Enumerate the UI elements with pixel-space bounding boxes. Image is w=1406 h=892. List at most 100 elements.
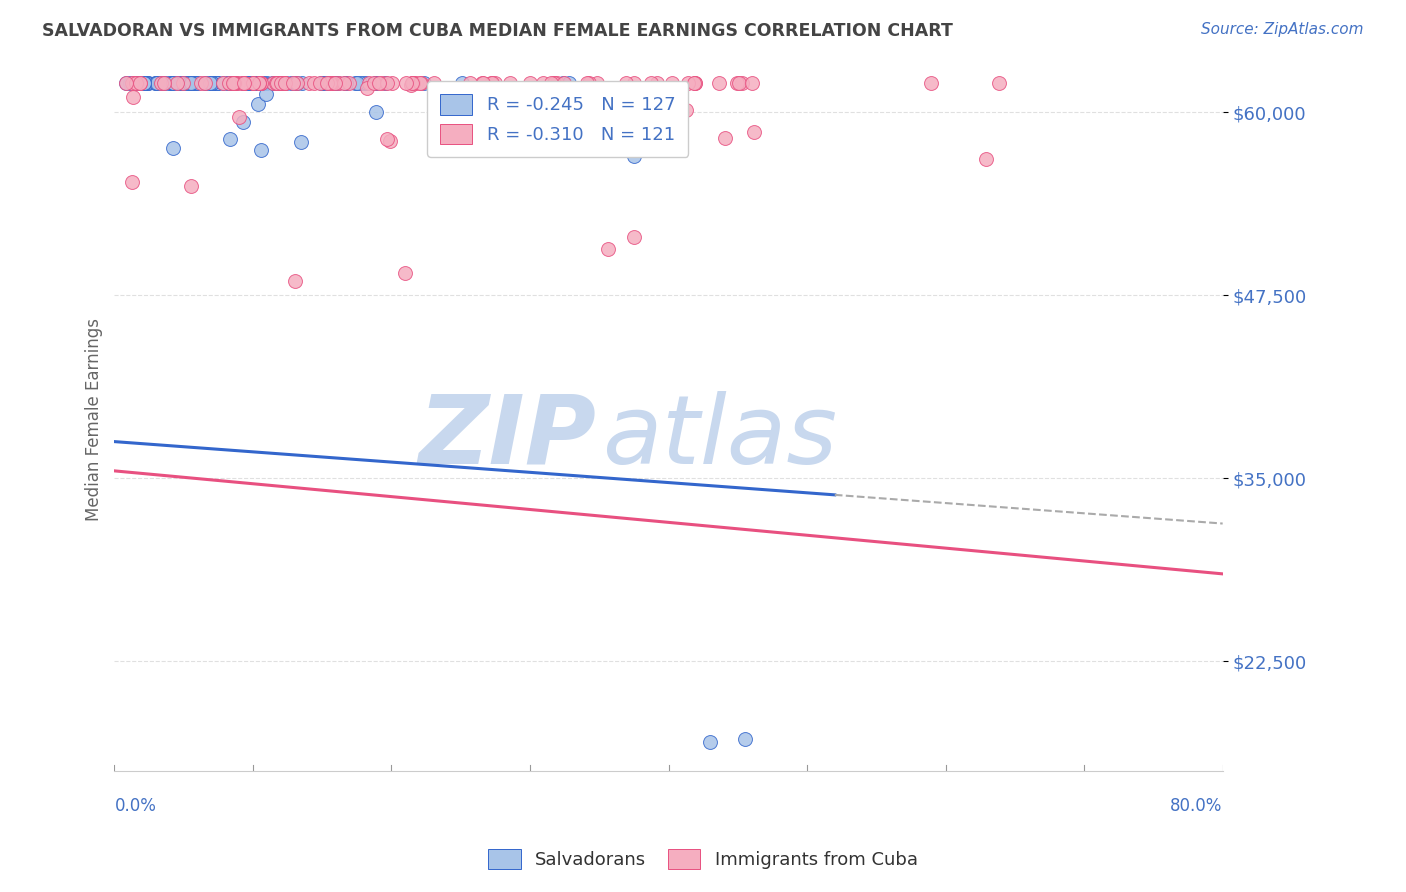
Point xyxy=(402,76,425,90)
Point xyxy=(160,76,183,90)
Point xyxy=(328,76,350,90)
Legend: Salvadorans, Immigrants from Cuba: Salvadorans, Immigrants from Cuba xyxy=(479,839,927,879)
Point xyxy=(364,76,387,90)
Point xyxy=(236,76,259,90)
Point xyxy=(576,76,599,90)
Point xyxy=(645,76,668,90)
Point xyxy=(434,105,457,120)
Point xyxy=(683,76,706,90)
Point xyxy=(132,76,155,90)
Point xyxy=(245,76,267,90)
Point xyxy=(499,76,522,90)
Point xyxy=(157,76,180,90)
Point xyxy=(322,76,344,90)
Point xyxy=(180,178,202,193)
Point xyxy=(222,76,245,90)
Point xyxy=(211,76,233,90)
Point xyxy=(742,125,765,139)
Point xyxy=(315,76,337,90)
Point xyxy=(186,76,208,90)
Y-axis label: Median Female Earnings: Median Female Earnings xyxy=(86,318,103,521)
Point xyxy=(319,76,342,90)
Point xyxy=(135,76,157,90)
Point xyxy=(169,76,191,90)
Point xyxy=(146,76,169,90)
Point xyxy=(176,76,198,90)
Point xyxy=(650,103,672,117)
Point xyxy=(540,76,562,90)
Point xyxy=(309,76,332,90)
Point xyxy=(162,76,184,90)
Point xyxy=(682,76,704,90)
Point xyxy=(207,76,229,90)
Point xyxy=(127,76,149,90)
Point xyxy=(236,76,259,90)
Point xyxy=(337,76,360,90)
Point xyxy=(262,76,284,90)
Point xyxy=(676,76,699,90)
Point xyxy=(316,76,339,90)
Text: atlas: atlas xyxy=(602,391,837,483)
Point xyxy=(125,76,148,90)
Point xyxy=(323,76,346,90)
Point xyxy=(232,76,254,90)
Point xyxy=(264,76,287,90)
Point xyxy=(623,149,645,163)
Legend: R = -0.245   N = 127, R = -0.310   N = 121: R = -0.245 N = 127, R = -0.310 N = 121 xyxy=(427,81,688,157)
Point xyxy=(124,76,146,90)
Point xyxy=(163,76,186,90)
Point xyxy=(249,76,271,90)
Point xyxy=(614,76,637,90)
Point xyxy=(371,76,394,90)
Point xyxy=(236,76,259,90)
Point xyxy=(395,76,418,90)
Point xyxy=(249,76,271,90)
Point xyxy=(266,76,288,90)
Point xyxy=(204,76,226,90)
Point xyxy=(920,76,942,90)
Point xyxy=(249,143,271,157)
Point xyxy=(411,76,433,90)
Point xyxy=(124,76,146,90)
Point xyxy=(623,76,645,90)
Point xyxy=(725,76,748,90)
Point xyxy=(179,76,201,90)
Point xyxy=(246,76,269,90)
Point xyxy=(120,76,142,90)
Point xyxy=(262,76,284,90)
Point xyxy=(280,76,302,90)
Point xyxy=(222,76,245,90)
Point xyxy=(221,76,243,90)
Point xyxy=(734,731,756,746)
Point xyxy=(276,76,298,90)
Point xyxy=(236,76,259,90)
Point xyxy=(281,76,304,90)
Point xyxy=(333,76,356,90)
Point xyxy=(243,76,266,90)
Point xyxy=(205,76,228,90)
Point xyxy=(115,76,138,90)
Point xyxy=(250,76,273,90)
Text: 80.0%: 80.0% xyxy=(1170,797,1223,815)
Point xyxy=(354,76,377,90)
Point xyxy=(727,76,749,90)
Point xyxy=(669,99,692,113)
Point xyxy=(145,76,167,90)
Point xyxy=(205,76,228,90)
Point xyxy=(283,274,305,288)
Point xyxy=(247,96,270,111)
Point xyxy=(222,76,245,90)
Point xyxy=(321,76,343,90)
Point xyxy=(129,76,152,90)
Point xyxy=(401,76,423,90)
Point xyxy=(312,76,335,90)
Point xyxy=(201,76,224,90)
Point xyxy=(312,76,335,90)
Point xyxy=(249,76,271,90)
Point xyxy=(553,76,575,90)
Point xyxy=(270,76,292,90)
Point xyxy=(714,131,737,145)
Point xyxy=(222,76,245,90)
Point xyxy=(149,76,172,90)
Point xyxy=(173,76,195,90)
